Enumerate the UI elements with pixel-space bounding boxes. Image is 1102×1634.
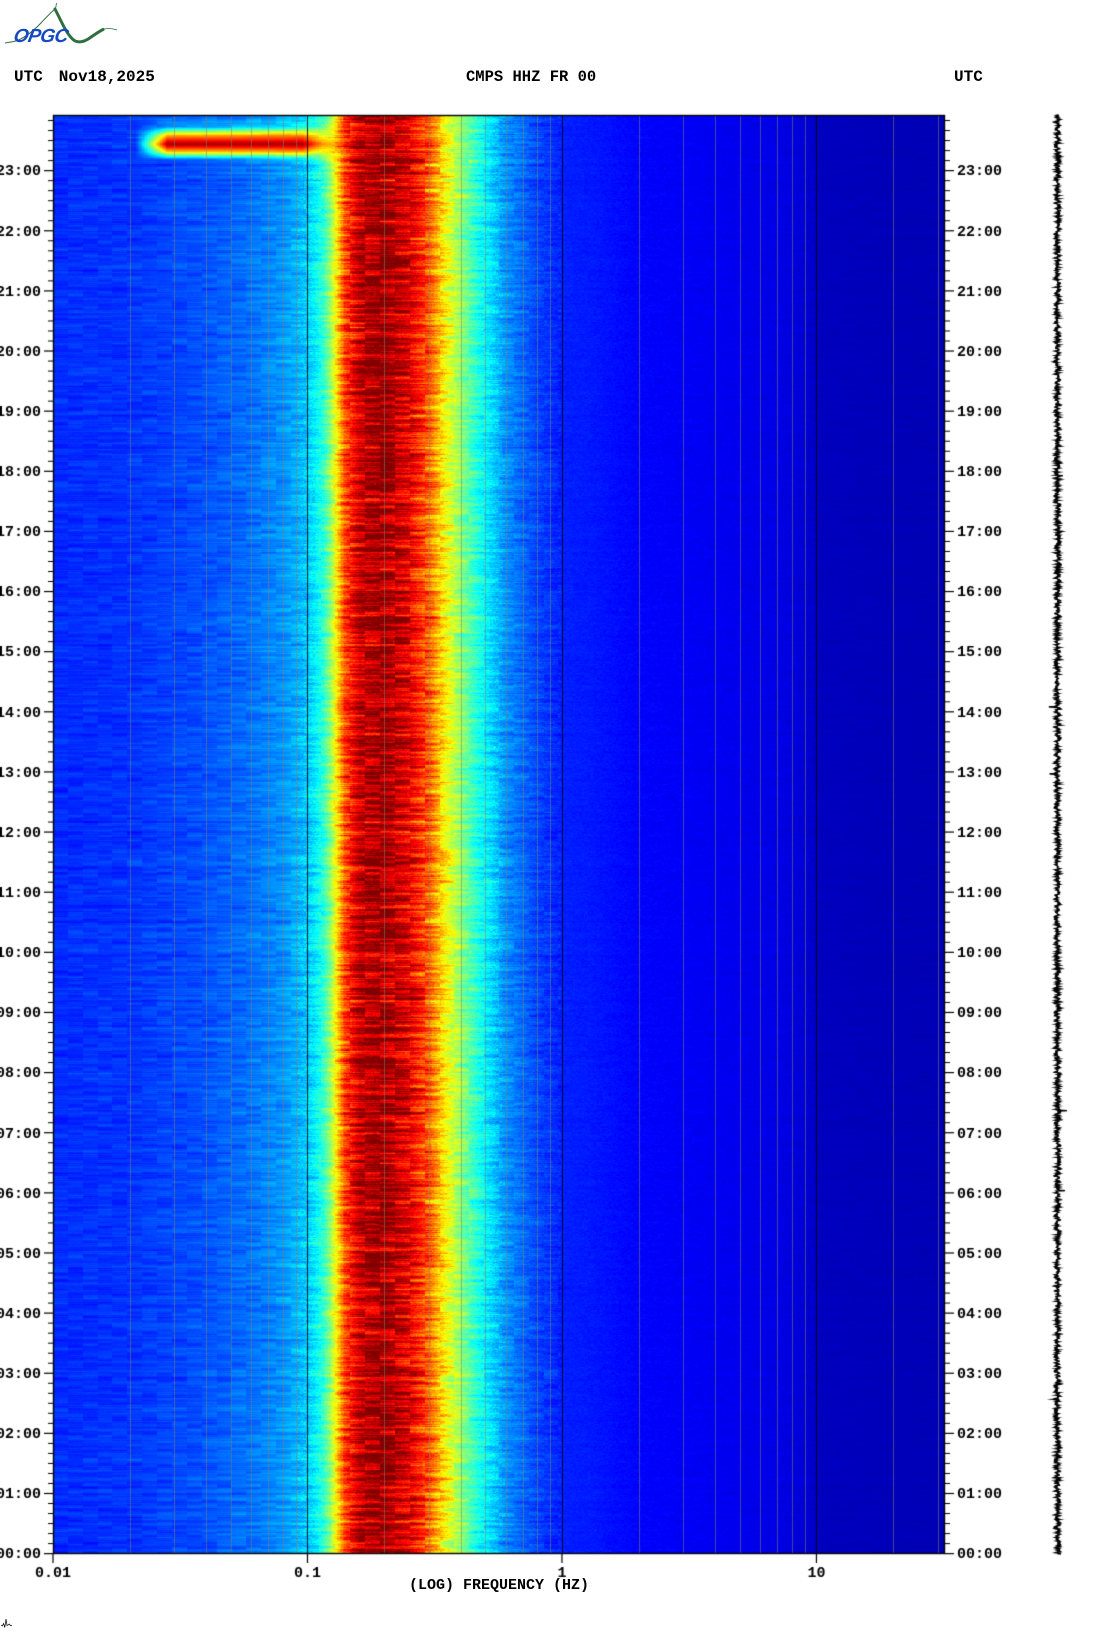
svg-text:OPGC: OPGC: [12, 26, 71, 47]
